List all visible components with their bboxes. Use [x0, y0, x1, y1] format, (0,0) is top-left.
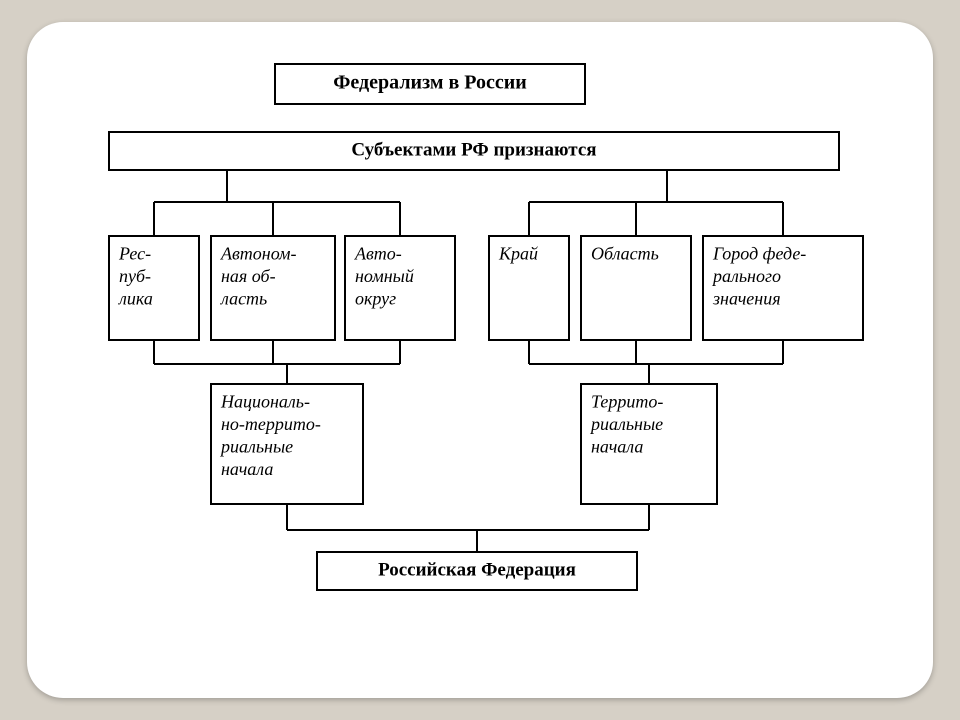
label-oblast: Область — [591, 243, 659, 263]
label-subjects: Субъектами РФ признаются — [351, 139, 596, 160]
label-krai: Край — [498, 243, 538, 263]
diagram-card: Федерализм в России Субъектами РФ признаю… — [27, 22, 933, 698]
label-republic: Рес-пуб-лика — [118, 243, 153, 308]
label-title: Федерализм в России — [333, 72, 527, 94]
label-rf: Российская Федерация — [378, 559, 576, 580]
federalism-diagram: Федерализм в России Субъектами РФ признаю… — [27, 22, 933, 698]
